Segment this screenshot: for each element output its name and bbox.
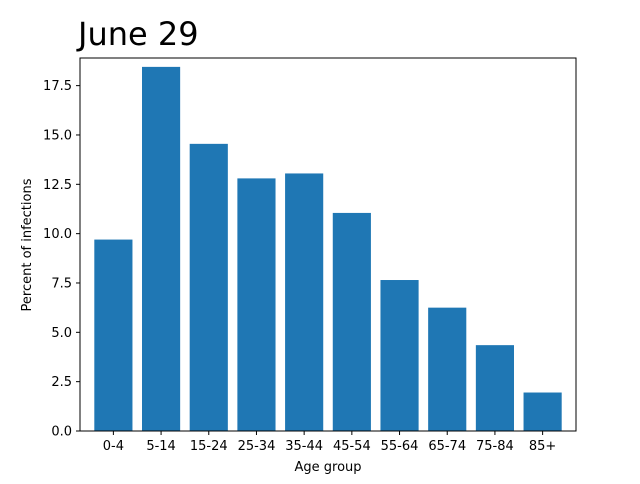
y-axis: 0.0 2.5 5.0 7.5 10.0 12.5 15.0 17.5 <box>43 79 80 440</box>
bar-65-74 <box>428 307 467 431</box>
x-axis: 0-4 5-14 15-24 25-34 35-44 45-54 55-64 65-74 75-… <box>103 431 556 454</box>
bar-35-44 <box>285 173 324 431</box>
bars-group <box>94 66 562 431</box>
x-tick-label: 45-54 <box>333 439 371 454</box>
y-tick-label: 12.5 <box>43 178 72 193</box>
bar-45-54 <box>332 212 371 431</box>
bar-0-4 <box>94 239 133 431</box>
x-tick-label: 15-24 <box>190 439 228 454</box>
x-tick-label: 85+ <box>529 439 556 454</box>
y-tick-label: 0.0 <box>51 425 72 440</box>
y-tick-label: 5.0 <box>51 326 72 341</box>
y-tick-label: 17.5 <box>43 79 72 94</box>
y-tick-label: 2.5 <box>51 375 72 390</box>
x-tick-label: 65-74 <box>428 439 466 454</box>
chart-title: June 29 <box>76 15 199 53</box>
x-tick-label: 0-4 <box>103 439 124 454</box>
y-axis-label: Percent of infections <box>20 178 35 311</box>
x-tick-label: 75-84 <box>476 439 514 454</box>
x-tick-label: 35-44 <box>285 439 323 454</box>
bar-5-14 <box>142 66 181 431</box>
bar-75-84 <box>475 345 514 431</box>
bar-25-34 <box>237 178 276 431</box>
y-tick-label: 15.0 <box>43 128 72 143</box>
bar-85+ <box>523 392 562 431</box>
x-tick-label: 55-64 <box>381 439 419 454</box>
bar-15-24 <box>189 143 228 431</box>
x-axis-label: Age group <box>294 460 361 475</box>
bar-55-64 <box>380 280 419 431</box>
plot-frame <box>79 57 577 432</box>
x-tick-label: 5-14 <box>146 439 176 454</box>
y-tick-label: 7.5 <box>51 276 72 291</box>
x-tick-label: 25-34 <box>238 439 276 454</box>
y-tick-label: 10.0 <box>43 227 72 242</box>
